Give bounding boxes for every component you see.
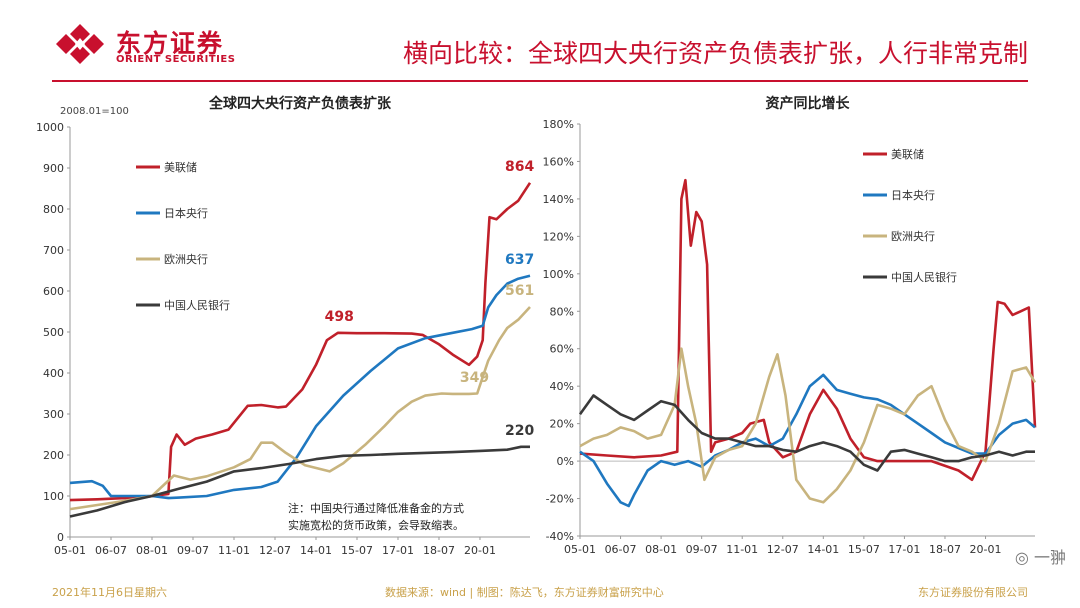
series-line-fed [579,178,1037,482]
data-label-fed: 864 [505,159,534,175]
legend-label: 中国人民银行 [164,298,230,312]
header-divider [52,80,1028,82]
legend-label: 日本央行 [164,206,208,220]
y-tick-label: 300 [43,408,64,421]
series-line-pboc [69,445,530,518]
y-tick-label: 100 [43,490,64,503]
y-tick-label: 180% [543,118,574,131]
y-tick-label: 120% [543,230,574,243]
annotation-note: 实施宽松的货币政策，会导致缩表。 [288,518,464,532]
logo-diamond-icon [56,24,104,64]
chart-title: 资产同比增长 [766,95,851,112]
data-label-ecb: 349 [460,370,489,386]
footer-company: 东方证券股份有限公司 [918,586,1028,599]
y-tick-label: 0% [557,455,574,468]
y-tick-label: -40% [546,530,574,543]
y-tick-label: 60% [550,343,574,356]
x-tick-label: 15-07 [848,543,880,556]
y-tick-label: 700 [43,244,64,257]
data-label-pboc: 220 [505,423,534,439]
y-tick-label: 80% [550,305,574,318]
legend-label: 美联储 [891,147,924,161]
series-line-boj [69,274,531,500]
x-tick-label: 14-01 [300,544,332,557]
x-tick-label: 09-07 [686,543,718,556]
y-tick-label: 40% [550,380,574,393]
footer-source: 数据来源：wind | 制图：陈达飞，东方证券财富研究中心 [385,586,664,599]
x-tick-label: 15-07 [341,544,373,557]
legend-label: 日本央行 [891,188,935,202]
x-tick-label: 20-01 [464,544,496,557]
x-tick-label: 14-01 [807,543,839,556]
watermark-text: 一翀 [1033,548,1066,567]
series-line-ecb [69,306,531,511]
x-tick-label: 11-01 [218,544,250,557]
x-tick-label: 06-07 [95,544,127,557]
series-line-pboc [578,394,1035,472]
legend-label: 中国人民银行 [891,270,957,284]
watermark: ◎ 一翀 [1015,544,1066,568]
slide-title: 横向比较：全球四大央行资产负债表扩张，人行非常克制 [402,39,1028,68]
y-tick-label: 0 [57,531,64,544]
series-line-ecb [579,347,1037,504]
data-label-fed: 498 [325,309,354,325]
y-tick-label: 100% [543,268,574,281]
y-tick-label: 1000 [36,121,64,134]
chart-title: 全球四大央行资产负债表扩张 [208,95,392,112]
x-tick-label: 06-07 [605,543,637,556]
x-tick-label: 08-01 [136,544,168,557]
chart-yoy-growth: 资产同比增长 -40% -20% 0% 20% 40% 60% 80% 100% 120% 140%… [543,95,1037,556]
annotation-note: 注：中国央行通过降低准备金的方式 [288,501,464,515]
x-tick-label: 08-01 [645,543,677,556]
x-tick-label: 05-01 [564,543,596,556]
x-tick-label: 05-01 [54,544,86,557]
x-tick-label: 18-07 [929,543,961,556]
legend-label: 欧洲央行 [891,230,935,243]
base-label: 2008.01=100 [60,106,129,117]
logo-text-cn: 东方证券 [116,29,225,58]
y-tick-label: 600 [43,285,64,298]
y-tick-label: 20% [550,418,574,431]
y-tick-label: -20% [546,493,574,506]
y-tick-label: 800 [43,203,64,216]
logo-text-en: ORIENT SECURITIES [116,54,236,65]
x-tick-label: 17-01 [382,544,414,557]
data-label-ecb: 561 [505,283,534,299]
x-tick-label: 17-01 [888,543,920,556]
chart-balance-sheet: 全球四大央行资产负债表扩张 2008.01=100 0 100 200 300 400 500… [36,95,534,557]
footer-date: 2021年11月6日星期六 [52,586,167,599]
data-label-boj: 637 [505,252,534,268]
y-tick-label: 140% [543,193,574,206]
x-tick-label: 09-07 [177,544,209,557]
series-line-boj [579,373,1036,508]
x-tick-label: 12-07 [259,544,291,557]
wechat-icon: ◎ [1014,548,1029,567]
y-tick-label: 200 [43,449,64,462]
x-tick-label: 12-07 [767,543,799,556]
x-tick-label: 18-07 [423,544,455,557]
legend-label: 美联储 [164,160,197,174]
y-tick-label: 400 [43,367,64,380]
y-tick-label: 500 [43,326,64,339]
series-line-fed [69,182,532,502]
legend-label: 欧洲央行 [164,253,208,266]
x-tick-label: 20-01 [970,543,1002,556]
brand-logo: 东方证券 ORIENT SECURITIES [52,22,252,70]
y-tick-label: 160% [543,155,574,168]
x-tick-label: 11-01 [726,543,758,556]
y-tick-label: 900 [43,162,64,175]
